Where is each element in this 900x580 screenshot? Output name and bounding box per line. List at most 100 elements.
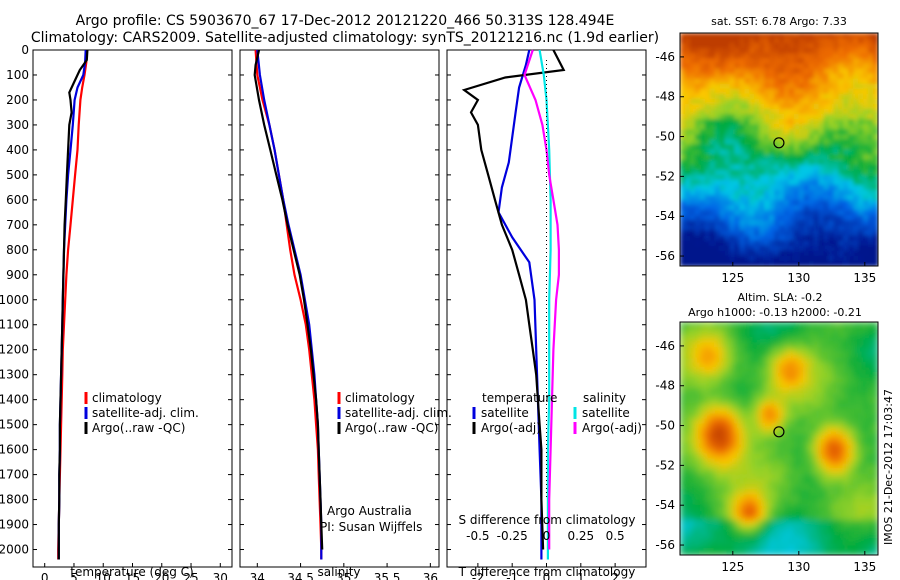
imos-timestamp: IMOS 21-Dec-2012 17:03:47: [882, 389, 895, 545]
x-tick-label: 1: [577, 571, 585, 580]
x-tick-label: 20: [154, 571, 169, 580]
salinity-panel: [239, 49, 440, 568]
series-temperature-argo-adj: [461, 49, 566, 550]
depth-tick-label: 900: [6, 268, 29, 282]
map-y-tick-label: -48: [655, 90, 675, 104]
s-tick-label: 0.25: [567, 529, 594, 543]
depth-axis: 0 100 200 300 400 500 600 700 800 900 1000 1100 1200…: [0, 43, 646, 557]
salinity-legend: climatology satellite-adj. clim. Argo(..…: [337, 391, 452, 435]
tdiff-xlabel: T difference from climatology: [458, 565, 636, 579]
x-tick-label: 15: [125, 571, 140, 580]
temperature-xlabel: temperature (deg C): [70, 565, 193, 579]
map-y-tick-label: -50: [655, 419, 675, 433]
depth-tick-label: 300: [6, 118, 29, 132]
header-line2: Climatology: CARS2009. Satellite-adjuste…: [31, 30, 659, 46]
legend-title-temperature: temperature: [482, 391, 557, 405]
x-tick-label: 10: [96, 571, 111, 580]
salinity-xlabel: salinity: [317, 565, 360, 579]
map-x-tick-label: 130: [787, 560, 810, 574]
map-x-tick-label: 135: [853, 271, 876, 285]
sla-map-title: Altim. SLA: -0.2: [737, 291, 822, 304]
map-y-tick-label: -50: [655, 130, 675, 144]
map-y-tick-label: -54: [655, 209, 675, 223]
series-argo-raw-qc: [57, 49, 89, 560]
s-tick-label: -0.25: [497, 529, 528, 543]
map-y-tick-label: -54: [655, 498, 675, 512]
map-x-tick-label: 135: [853, 560, 876, 574]
x-tick-label: 34: [250, 571, 265, 580]
temperature-series: 0 5 10 15 20 25 30: [41, 49, 228, 580]
sla-heatmap: [680, 322, 878, 555]
series-salinity-argo-adj: [523, 49, 561, 550]
series-satellite-adj-clim: [256, 49, 323, 560]
depth-tick-label: 2000: [0, 543, 29, 557]
map-y-tick-label: -52: [655, 169, 675, 183]
x-tick-label: -1: [506, 571, 518, 580]
series-temperature-satellite: [497, 49, 543, 560]
s-tick-label: 0.5: [606, 529, 625, 543]
depth-tick-label: 1000: [0, 293, 29, 307]
depth-tick-label: 700: [6, 218, 29, 232]
map-y-tick-label: -52: [655, 458, 675, 472]
x-tick-label: 30: [213, 571, 228, 580]
s-tick-label: -0.5: [466, 529, 489, 543]
depth-tick-label: 500: [6, 168, 29, 182]
legend-s-satellite: satellite: [582, 406, 630, 420]
depth-tick-label: 800: [6, 243, 29, 257]
sla-map-frame: [679, 321, 879, 556]
sst-map-axes: 125 130 135 -46 -48 -50 -52 -54 -56: [655, 50, 876, 285]
legend-argo: Argo(..raw -QC): [92, 421, 185, 435]
x-tick-label: 35.5: [374, 571, 401, 580]
difference-legend: temperature satellite Argo(-adj) salinit…: [472, 391, 642, 435]
depth-tick-label: 0: [21, 43, 29, 57]
map-y-tick-label: -46: [655, 339, 675, 353]
depth-tick-label: 1100: [0, 318, 29, 332]
map-y-tick-label: -46: [655, 50, 675, 64]
depth-tick-label: 400: [6, 143, 29, 157]
depth-tick-label: 1700: [0, 468, 29, 482]
map-x-tick-label: 130: [787, 271, 810, 285]
sst-heatmap: [680, 33, 878, 266]
x-tick-label: 36: [423, 571, 438, 580]
depth-tick-label: 1300: [0, 368, 29, 382]
x-tick-label: 25: [183, 571, 198, 580]
depth-tick-label: 1200: [0, 343, 29, 357]
depth-tick-label: 1900: [0, 518, 29, 532]
legend-climatology: climatology: [92, 391, 162, 405]
x-tick-label: 34.5: [287, 571, 314, 580]
s-tick-label: 0: [543, 529, 551, 543]
map-y-tick-label: -56: [655, 249, 675, 263]
sdiff-xlabel: S difference from climatology: [459, 513, 636, 527]
map-x-tick-label: 125: [721, 271, 744, 285]
annotation-argo-australia: Argo Australia: [327, 504, 412, 518]
depth-tick-label: 600: [6, 193, 29, 207]
legend-satellite: satellite-adj. clim.: [345, 406, 452, 420]
legend-s-argo: Argo(-adj): [582, 421, 642, 435]
x-tick-label: 35: [336, 571, 351, 580]
x-tick-label: 0: [543, 571, 551, 580]
depth-tick-label: 1400: [0, 393, 29, 407]
x-tick-label: 0: [41, 571, 49, 580]
map-y-tick-label: -56: [655, 538, 675, 552]
depth-tick-label: 1800: [0, 493, 29, 507]
legend-t-argo: Argo(-adj): [481, 421, 541, 435]
map-y-tick-label: -48: [655, 379, 675, 393]
sla-map-subtitle: Argo h1000: -0.13 h2000: -0.21: [688, 306, 862, 319]
x-tick-label: -2: [472, 571, 484, 580]
legend-climatology: climatology: [345, 391, 415, 405]
depth-tick-label: 100: [6, 68, 29, 82]
legend-satellite: satellite-adj. clim.: [92, 406, 199, 420]
salinity-series: 34 34.5 35 35.5 36: [250, 49, 438, 580]
temperature-legend: climatology satellite-adj. clim. Argo(..…: [84, 391, 199, 435]
sla-map-axes: 125 130 135 -46 -48 -50 -52 -54 -56: [655, 339, 876, 574]
depth-tick-label: 1500: [0, 418, 29, 432]
map-x-tick-label: 125: [721, 560, 744, 574]
header-line1: Argo profile: CS 5903670_67 17-Dec-2012 …: [76, 13, 615, 29]
x-tick-label: 5: [70, 571, 78, 580]
argo-position-marker: [773, 137, 785, 149]
depth-tick-label: 200: [6, 93, 29, 107]
x-tick-label: 2: [611, 571, 619, 580]
legend-t-satellite: satellite: [481, 406, 529, 420]
argo-position-marker: [773, 426, 785, 438]
legend-title-salinity: salinity: [583, 391, 626, 405]
